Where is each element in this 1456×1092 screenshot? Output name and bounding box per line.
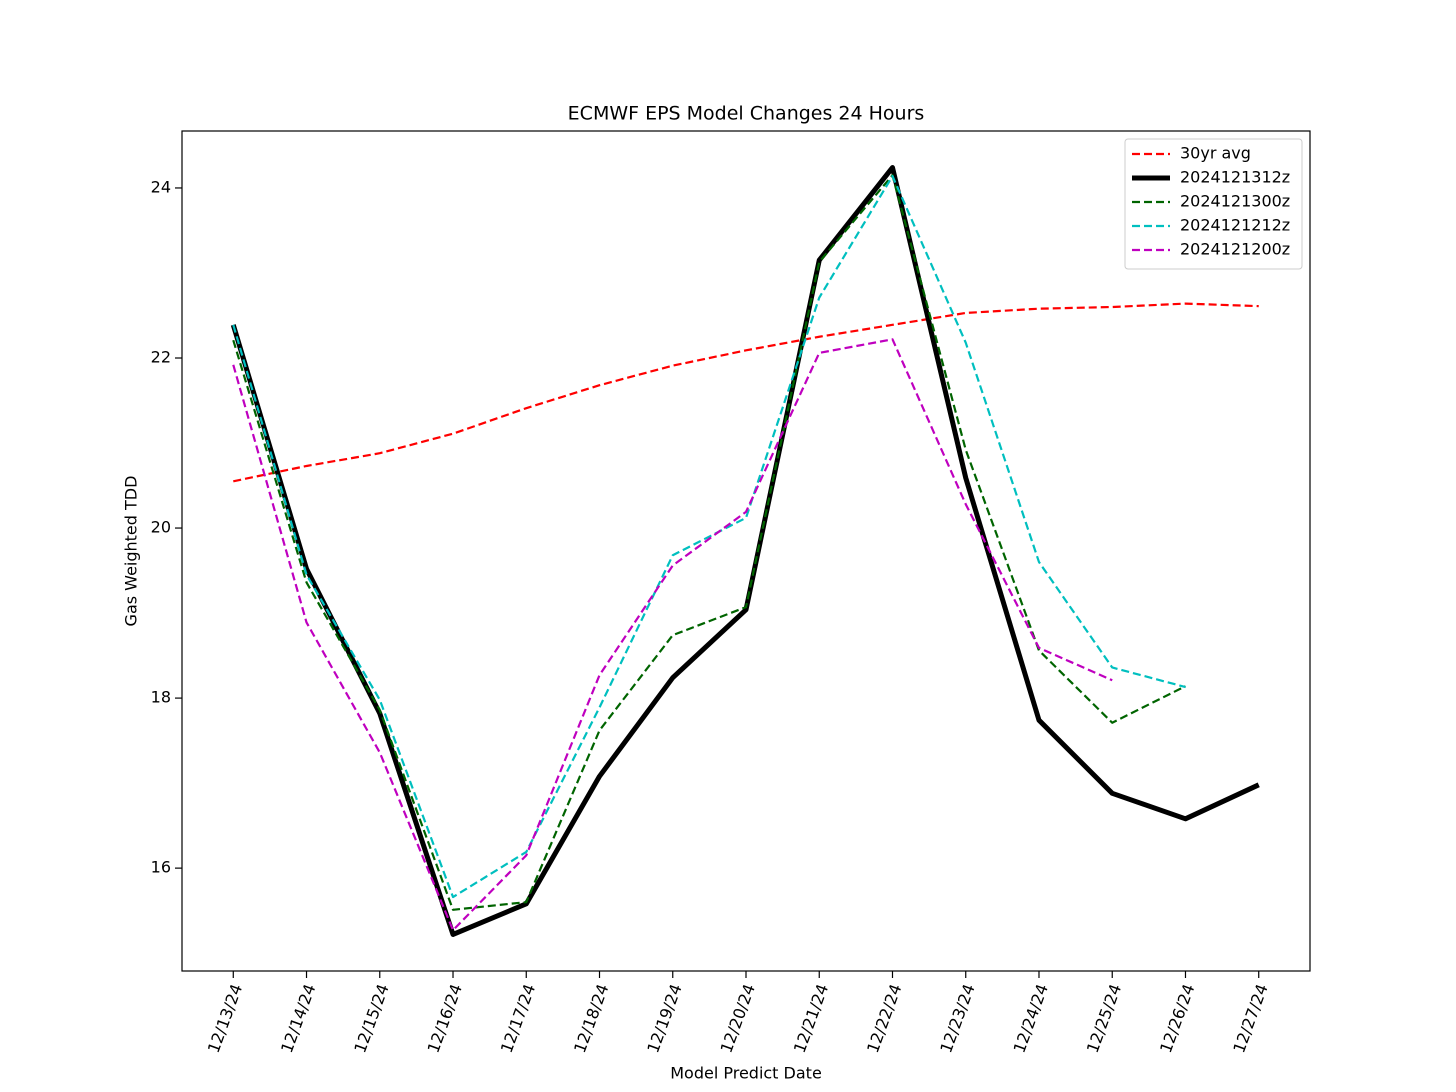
x-axis-label: Model Predict Date xyxy=(670,1064,822,1083)
legend-label: 2024121200z xyxy=(1180,240,1290,259)
legend-label: 30yr avg xyxy=(1180,144,1251,163)
y-tick-label: 22 xyxy=(151,348,171,367)
y-tick-label: 16 xyxy=(151,858,171,877)
legend: 30yr avg 2024121312z 2024121300z 2024121212… xyxy=(1124,138,1303,270)
y-axis-label: Gas Weighted TDD xyxy=(122,476,141,627)
y-tick-label: 24 xyxy=(151,177,171,196)
series-line xyxy=(233,302,1259,483)
plot-frame xyxy=(181,130,1311,972)
legend-label: 2024121212z xyxy=(1180,216,1290,235)
y-tick-label: 18 xyxy=(151,688,171,707)
series-line xyxy=(232,338,1113,932)
legend-label: 2024121312z xyxy=(1180,168,1290,187)
y-tick-label: 20 xyxy=(151,518,171,537)
series-line xyxy=(232,174,1186,899)
legend-label: 2024121300z xyxy=(1180,192,1290,211)
legend-frame xyxy=(1124,138,1303,270)
series-line xyxy=(232,174,1186,911)
series-line xyxy=(230,165,1260,937)
chart-title: ECMWF EPS Model Changes 24 Hours xyxy=(568,103,925,125)
